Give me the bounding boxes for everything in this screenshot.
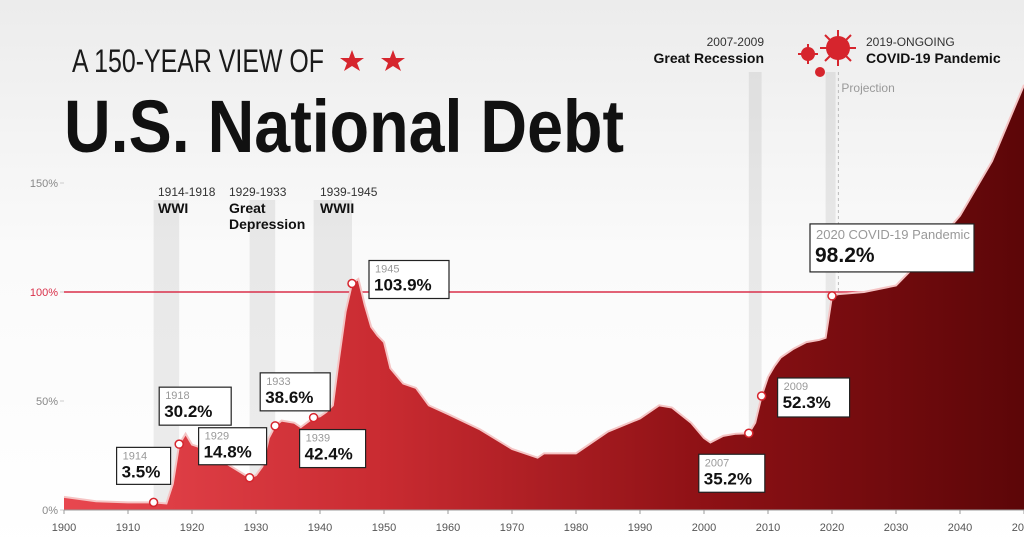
x-tick-label: 1950 [372, 522, 396, 534]
callout-box [299, 428, 367, 469]
data-label: 30.2% [164, 402, 212, 421]
x-tick-label: 1900 [52, 522, 76, 534]
data-label: 38.6% [265, 388, 313, 407]
callout-box [198, 427, 268, 466]
point-marker [744, 428, 754, 439]
chart-title: U.S. National Debt [64, 85, 624, 168]
event-period: 1939-1945 [320, 185, 378, 199]
x-tick-label: 1910 [116, 522, 140, 534]
virus-icons [798, 30, 856, 77]
callout-note: 2020 COVID-19 Pandemic [816, 227, 970, 242]
callout-box [809, 223, 975, 273]
event-label: 2007-2009 Great Recession [653, 35, 765, 66]
x-tick-label: 2040 [948, 522, 972, 534]
callout-note: 1929 [205, 431, 229, 443]
event-name: WWI [158, 199, 189, 216]
x-tick-label: 2030 [884, 522, 908, 534]
event-period: 2007-2009 [706, 35, 764, 49]
event-label: 1929-1933 Great Depression [229, 185, 306, 232]
x-tick-label: 1980 [564, 522, 588, 534]
y-tick-label: 50% [36, 396, 58, 408]
callout-box [115, 446, 172, 485]
x-tick-label: 1940 [308, 522, 332, 534]
x-tick-label: 2010 [756, 522, 780, 534]
point-marker [347, 278, 357, 289]
callout-note: 2009 [784, 381, 808, 393]
x-tick-label: 2050 [1012, 522, 1024, 534]
callout-box [259, 372, 331, 412]
x-tick-label: 2020 [820, 522, 844, 534]
point-marker [308, 412, 319, 423]
point-marker [174, 439, 184, 449]
point-marker [827, 291, 837, 301]
point-marker [148, 497, 159, 508]
data-label: 14.8% [204, 443, 252, 462]
event-band [748, 72, 762, 510]
y-tick-label: 0% [42, 505, 58, 517]
event-band [825, 72, 836, 510]
star [381, 50, 405, 71]
callout-box [698, 453, 766, 493]
x-tick-label: 2000 [692, 522, 716, 534]
event-label: 1914-1918 WWI [158, 185, 216, 216]
data-label: 3.5% [122, 462, 161, 481]
x-tick-label: 1970 [500, 522, 524, 534]
star [340, 50, 364, 71]
data-label: 103.9% [374, 275, 432, 294]
x-tick-label: 1930 [244, 522, 268, 534]
callout-box [776, 377, 851, 418]
callout-note: 1914 [123, 450, 147, 462]
y-tick-label: 150% [30, 178, 58, 190]
callout-box [368, 259, 450, 300]
data-label: 98.2% [815, 244, 875, 267]
callout-box [158, 386, 232, 426]
x-tick-label: 1990 [628, 522, 652, 534]
callout-note: 1918 [165, 390, 189, 402]
kicker: A 150-YEAR VIEW OF [72, 43, 324, 79]
event-label: 1939-1945 WWII [320, 185, 378, 216]
event-name: Great Depression [229, 199, 306, 232]
point-marker [270, 421, 280, 431]
event-name: COVID-19 Pandemic [866, 49, 1001, 66]
callout-note: 1933 [266, 376, 290, 388]
callout-note: 1939 [306, 433, 330, 445]
x-tick-label: 1960 [436, 522, 460, 534]
callout-note: 1945 [375, 263, 399, 275]
point-marker [244, 472, 255, 483]
event-name: WWII [320, 199, 355, 216]
data-label: 42.4% [305, 445, 353, 464]
event-period: 2019-ONGOING [866, 35, 955, 49]
event-period: 1929-1933 [229, 185, 287, 199]
x-tick-label: 1920 [180, 522, 204, 534]
projection-label: Projection [841, 81, 894, 95]
data-label: 52.3% [783, 393, 831, 412]
event-label: 2019-ONGOING COVID-19 Pandemic [866, 35, 1001, 66]
event-period: 1914-1918 [158, 185, 216, 199]
y-tick-label: 100% [30, 287, 58, 299]
point-marker [756, 391, 767, 401]
data-label: 35.2% [704, 469, 752, 488]
callout-note: 2007 [705, 457, 729, 469]
event-name: Great Recession [653, 49, 765, 66]
